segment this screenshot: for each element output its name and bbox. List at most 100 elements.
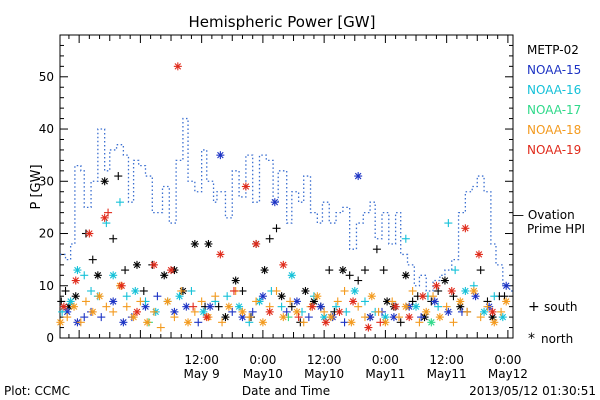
x-tick-label: 0:00 <box>249 353 276 367</box>
data-point <box>405 313 414 322</box>
data-point <box>354 172 363 181</box>
data-point <box>415 318 424 327</box>
x-axis-label: Date and Time <box>242 384 330 398</box>
south-symbol: + <box>528 299 540 315</box>
data-point <box>85 229 94 238</box>
data-point <box>374 307 383 316</box>
x-tick-label: 0:00 <box>494 353 521 367</box>
data-point <box>194 318 203 327</box>
data-point <box>93 271 102 280</box>
data-point <box>143 318 152 327</box>
data-point <box>279 313 288 322</box>
data-point <box>156 323 165 332</box>
data-point <box>272 286 281 295</box>
data-point <box>435 313 444 322</box>
data-point <box>277 302 286 311</box>
data-point <box>301 286 310 295</box>
data-point <box>71 292 80 301</box>
data-point <box>304 313 313 322</box>
data-point <box>408 297 417 306</box>
data-point <box>333 297 342 306</box>
data-point <box>272 224 281 233</box>
data-point <box>119 318 128 327</box>
data-point <box>350 286 359 295</box>
data-point <box>326 313 335 322</box>
x-tick-label: 12:00 <box>184 353 219 367</box>
timestamp: 2013/05/12 01:30:51 <box>469 384 596 398</box>
data-point <box>218 318 227 327</box>
data-markers <box>56 62 511 332</box>
data-point <box>199 307 208 316</box>
data-point <box>497 307 506 316</box>
data-point <box>282 307 291 316</box>
legend-item: METP-02 <box>527 43 579 57</box>
data-point <box>379 266 388 275</box>
data-point <box>265 234 274 243</box>
data-point <box>456 297 465 306</box>
legend-item: NOAA-19 <box>527 143 581 157</box>
north-label: north <box>541 332 573 346</box>
data-point <box>66 297 75 306</box>
data-point <box>122 292 131 301</box>
plot-source: Plot: CCMC <box>4 384 70 398</box>
data-point <box>432 281 441 290</box>
data-point <box>391 302 400 311</box>
data-point <box>332 302 341 311</box>
data-point <box>59 302 68 311</box>
data-point <box>321 318 330 327</box>
data-point <box>417 313 426 322</box>
data-point <box>418 292 427 301</box>
data-point <box>252 297 261 306</box>
y-tick-label: 10 <box>39 279 54 293</box>
data-point <box>292 297 301 306</box>
data-point <box>80 271 89 280</box>
data-point <box>480 307 489 316</box>
data-point <box>216 151 225 160</box>
data-point <box>320 307 329 316</box>
data-point <box>132 307 141 316</box>
data-point <box>412 302 421 311</box>
data-point <box>197 297 206 306</box>
data-point <box>401 234 410 243</box>
data-point <box>131 286 140 295</box>
data-point <box>440 276 449 285</box>
x-tick-label: 12:00 <box>429 353 464 367</box>
data-point <box>483 302 492 311</box>
data-point <box>109 234 118 243</box>
data-point <box>167 266 176 275</box>
data-point <box>389 313 398 322</box>
data-point <box>177 286 186 295</box>
data-point <box>109 297 118 306</box>
x-tick-date: May10 <box>304 367 344 381</box>
data-point <box>476 266 485 275</box>
data-point <box>308 302 317 311</box>
y-tick-label: 30 <box>39 174 54 188</box>
data-point <box>277 292 286 301</box>
data-point <box>81 297 90 306</box>
x-tick-label: 12:00 <box>307 353 342 367</box>
data-point <box>340 286 349 295</box>
data-point <box>367 292 376 301</box>
data-point <box>70 302 79 311</box>
data-point <box>238 286 247 295</box>
x-tick-date: May11 <box>365 367 405 381</box>
data-point <box>102 219 111 228</box>
data-point <box>442 302 451 311</box>
data-point <box>231 276 240 285</box>
data-point <box>175 292 184 301</box>
data-point <box>444 307 453 316</box>
data-point <box>449 292 458 301</box>
y-axis: 0 10 20 30 40 50 <box>39 34 513 345</box>
data-point <box>488 307 497 316</box>
data-point <box>401 271 410 280</box>
data-point <box>354 302 363 311</box>
ovation-hpi-line <box>60 117 513 292</box>
data-point <box>396 318 405 327</box>
data-point <box>502 281 511 290</box>
data-point <box>102 302 111 311</box>
x-tick-date: May11 <box>427 367 467 381</box>
data-point <box>469 286 478 295</box>
data-point <box>204 239 213 248</box>
data-point <box>490 292 499 301</box>
